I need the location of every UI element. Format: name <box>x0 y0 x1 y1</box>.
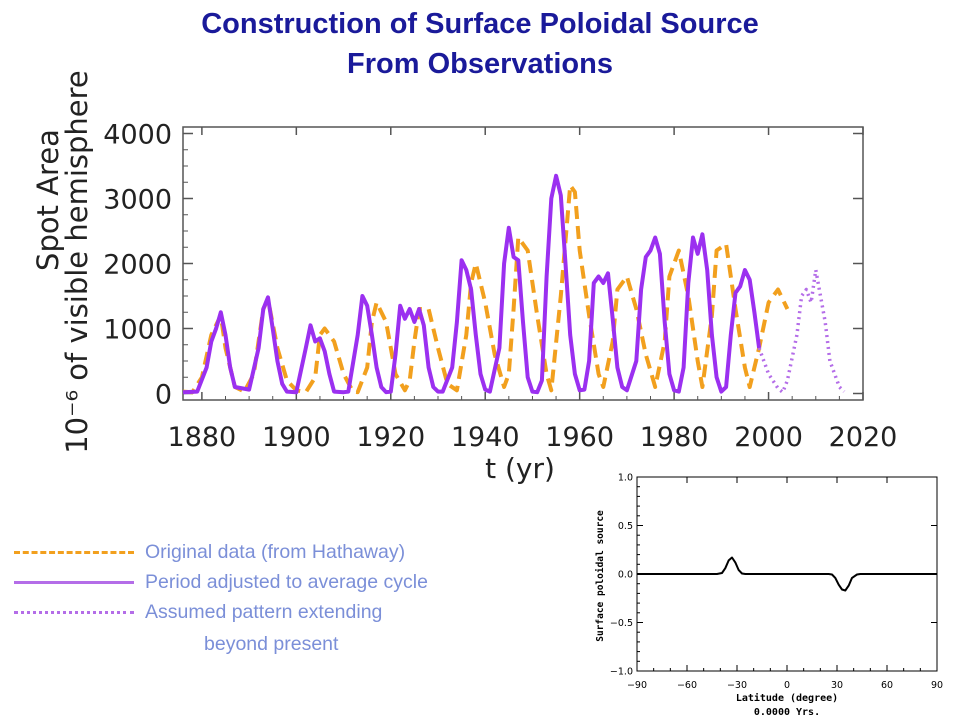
inset-x-tick-label: −90 <box>627 680 647 691</box>
inset-x-tick-label: 30 <box>831 680 843 691</box>
y-axis-label-line1: Spot Area <box>31 129 65 271</box>
series-line-dotted <box>757 268 846 394</box>
x-tick-label: 1940 <box>451 422 520 453</box>
series-line-dashed <box>182 183 790 395</box>
x-tick-label: 1960 <box>545 422 614 453</box>
inset-x-tick-label: 0 <box>784 680 790 691</box>
inset-x-tick-label: −60 <box>677 680 697 691</box>
inset-x-tick-label: 90 <box>931 680 943 691</box>
y-tick-label: 2000 <box>103 250 172 281</box>
slide-title-line1: Construction of Surface Poloidal Source <box>201 8 759 40</box>
inset-y-tick-label: −1.0 <box>610 667 633 678</box>
inset-series-line <box>637 556 937 592</box>
series-line-solid <box>182 173 762 395</box>
x-tick-label: 1880 <box>168 422 237 453</box>
y-tick-label: 0 <box>155 380 172 411</box>
inset-x-tick-label: −30 <box>727 680 747 691</box>
slide-title-line2: From Observations <box>347 48 613 80</box>
inset-y-axis-label: Surface poloidal source <box>595 510 606 642</box>
x-tick-label: 1980 <box>640 422 709 453</box>
x-axis-label: t (yr) <box>485 452 555 485</box>
legend-label-assumed-line2: beyond present <box>204 633 339 655</box>
y-tick-label: 1000 <box>103 315 172 346</box>
x-tick-label: 1900 <box>262 422 331 453</box>
y-axis-label-line2: 10⁻⁶ of visible hemisphere <box>60 70 94 454</box>
spot-area-chart: 1880 1900 1920 1940 1960 1980 2000 2020 0 1000 200… <box>31 70 897 485</box>
legend-label-assumed-line1: Assumed pattern extending <box>145 601 383 623</box>
legend-swatch-assumed <box>14 611 134 614</box>
inset-y-tick-label: 1.0 <box>618 473 633 484</box>
inset-subtitle: 0.0000 Yrs. <box>754 707 820 718</box>
inset-y-tick-label: 0.5 <box>618 521 633 532</box>
legend-label-original: Original data (from Hathaway) <box>145 541 406 563</box>
inset-y-tick-label: 0.0 <box>618 570 633 581</box>
legend-label-adjusted: Period adjusted to average cycle <box>145 571 428 593</box>
x-tick-label: 2000 <box>734 422 803 453</box>
slide-title: Construction of Surface Poloidal Source … <box>0 4 960 84</box>
x-tick-label: 2020 <box>829 422 898 453</box>
y-tick-label: 4000 <box>103 120 172 151</box>
spot-area-plot: 1880 1900 1920 1940 1960 1980 2000 2020 0 1000 200… <box>31 70 897 485</box>
inset-x-axis-label: Latitude (degree) <box>736 692 838 704</box>
inset-x-tick-label: 60 <box>881 680 893 691</box>
x-tick-label: 1920 <box>356 422 425 453</box>
legend-swatch-adjusted <box>14 581 134 584</box>
y-tick-label: 3000 <box>103 185 172 216</box>
legend-swatch-original <box>14 551 134 554</box>
poloidal-source-plot: −90 −60 −30 0 30 60 90 1.0 0.5 0.0 −0.5 −1.0 Latitud… <box>595 473 943 719</box>
inset-y-tick-label: −0.5 <box>610 618 633 629</box>
